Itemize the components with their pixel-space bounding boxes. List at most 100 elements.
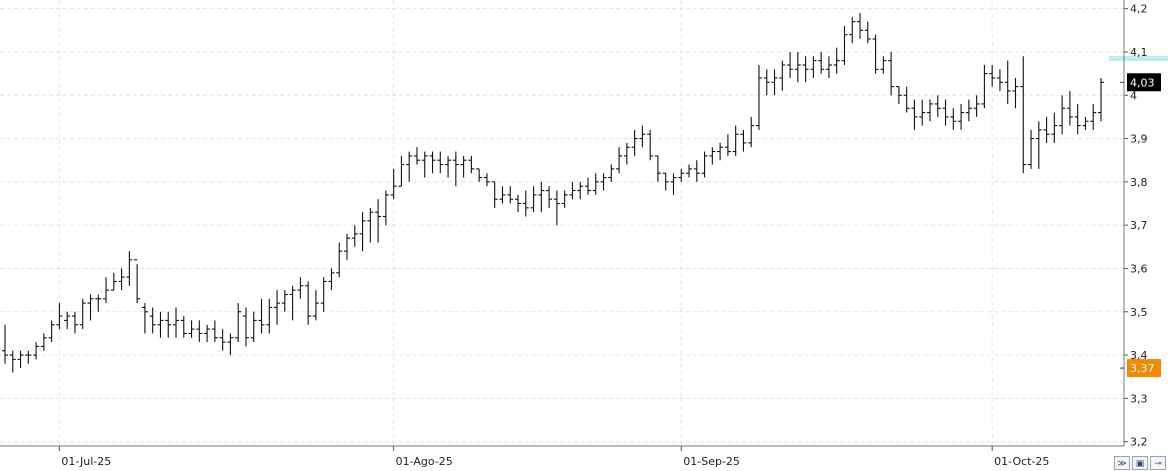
ohlc-bar (553, 190, 560, 226)
ohlc-bar (522, 190, 529, 217)
ohlc-bar (413, 147, 420, 165)
ohlc-bar (219, 329, 226, 351)
x-tick-label: 01-Ago-25 (396, 455, 453, 468)
ohlc-bar (639, 125, 646, 148)
ohlc-bar (569, 181, 576, 200)
ohlc-bar (818, 51, 825, 74)
ohlc-bar (274, 290, 281, 325)
ohlc-bar (950, 108, 957, 130)
ohlc-bar (336, 242, 343, 278)
x-axis: 01-Jul-2501-Ago-2501-Sep-2501-Oct-2501-N… (0, 445, 1124, 468)
ohlc-bar (592, 173, 599, 195)
ohlc-bar (942, 99, 949, 126)
ohlc-bar (359, 212, 366, 252)
ohlc-bar (1090, 103, 1097, 130)
ohlc-bar (328, 268, 335, 291)
chart-controls: ≫ ▣ ⊸ (1114, 456, 1166, 470)
ohlc-bar (289, 285, 296, 321)
ohlc-bar (515, 194, 522, 213)
ohlc-bar (110, 272, 117, 291)
ohlc-bar (647, 129, 654, 161)
ohlc-bar (281, 290, 288, 312)
ohlc-bar (880, 56, 887, 74)
ohlc-bar (1051, 112, 1058, 143)
x-tick-label: 01-Jul-25 (61, 455, 111, 468)
ohlc-bar (857, 12, 864, 39)
ohlc-bar (344, 233, 351, 260)
ohlc-bar (1074, 103, 1081, 135)
ohlc-bar (87, 294, 94, 321)
ohlc-bar (468, 155, 475, 174)
ohlc-bar (600, 173, 607, 191)
ohlc-bar (989, 64, 996, 87)
ma-price-label: 3,37 (1120, 359, 1161, 378)
ohlc-bar (926, 99, 933, 122)
ohlc-bar (662, 172, 669, 191)
ohlc-bar (56, 303, 63, 330)
ohlc-bar (996, 69, 1003, 91)
ohlc-bar (33, 342, 40, 360)
ohlc-bar (491, 181, 498, 208)
price-badge (1127, 73, 1161, 92)
price-badge-text: 4,03 (1130, 76, 1155, 89)
ohlc-bar (787, 51, 794, 78)
ohlc-bar (483, 173, 490, 187)
ohlc-bar (141, 303, 148, 334)
ohlc-bar (872, 34, 879, 74)
grid-lines (0, 0, 1124, 446)
ohlc-bar (709, 147, 716, 165)
ohlc-bar (1004, 60, 1011, 104)
ohlc-bar (157, 311, 164, 338)
ohlc-bar (320, 277, 327, 312)
ohlc-bar (452, 151, 459, 187)
ohlc-bar (165, 311, 172, 338)
x-tick-label: 01-Sep-25 (683, 455, 740, 468)
ohlc-bar (1028, 129, 1035, 169)
ohlc-bar (149, 307, 156, 334)
ohlc-bar (903, 86, 910, 113)
ohlc-bar (1082, 116, 1089, 130)
ohlc-bar (103, 277, 110, 304)
ohlc-bar (382, 190, 389, 226)
y-tick-label: 4,1 (1130, 46, 1148, 59)
y-axis: 4,2 4,1 4 3,9 3,8 3,7 3,6 3,5 3,4 3,3 3,2 4,03 3,37 (1120, 0, 1161, 449)
ohlc-bar (196, 320, 203, 343)
ohlc-bar (421, 151, 428, 178)
ohlc-bar (864, 21, 871, 44)
ohlc-bar (724, 134, 731, 156)
ohlc-bar (1035, 121, 1042, 169)
ohlc-bar (460, 155, 467, 178)
ohlc-bar (507, 186, 514, 204)
ohlc-bar (118, 268, 125, 291)
ohlc-bar (437, 151, 444, 174)
ohlc-bar (250, 311, 257, 343)
save-icon[interactable]: ▣ (1132, 456, 1148, 470)
ohlc-bars (2, 12, 1104, 373)
ohlc-bar (17, 350, 24, 369)
ohlc-bar (763, 69, 770, 96)
ohlc-bar (577, 181, 584, 200)
pin-icon[interactable]: ⊸ (1150, 456, 1166, 470)
ohlc-bar (608, 164, 615, 182)
ohlc-bar (686, 164, 693, 178)
y-tick-label: 3,6 (1130, 262, 1148, 275)
y-tick-label: 3,7 (1130, 219, 1148, 232)
x-tick-label: 01-Oct-25 (994, 455, 1049, 468)
ohlc-bar (732, 125, 739, 156)
ohlc-bar (802, 56, 809, 83)
ohlc-bar (973, 95, 980, 117)
ohlc-bar (701, 151, 708, 178)
ohlc-bar (934, 95, 941, 117)
collapse-icon[interactable]: ≫ (1114, 456, 1130, 470)
ohlc-bar (266, 298, 273, 334)
ohlc-bar (849, 17, 856, 44)
ohlc-bar (312, 290, 319, 321)
ohlc-bar (227, 333, 234, 356)
price-badge (1127, 359, 1161, 378)
ohlc-bar (546, 186, 553, 208)
ohlc-bar (748, 116, 755, 148)
ohlc-bar (530, 186, 537, 213)
ohlc-bar (242, 307, 249, 347)
ohlc-bar (1012, 77, 1019, 109)
ohlc-bar (25, 350, 32, 364)
